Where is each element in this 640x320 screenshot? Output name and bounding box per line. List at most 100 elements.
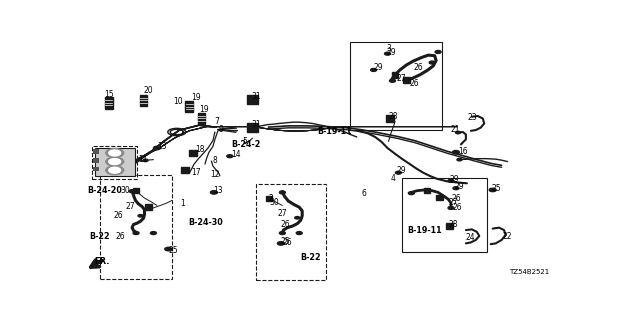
- Circle shape: [390, 79, 396, 82]
- Bar: [247, 123, 258, 132]
- Text: 3: 3: [387, 44, 392, 53]
- Circle shape: [408, 192, 414, 195]
- Text: 2: 2: [269, 194, 273, 203]
- Bar: [424, 188, 431, 193]
- Text: 23: 23: [468, 113, 477, 122]
- Text: 12: 12: [210, 171, 220, 180]
- Circle shape: [106, 148, 124, 157]
- Bar: [100, 175, 172, 279]
- Text: 5: 5: [243, 137, 248, 146]
- Bar: [145, 204, 152, 210]
- Text: 26: 26: [451, 194, 461, 203]
- Circle shape: [429, 61, 435, 64]
- Text: 27: 27: [277, 209, 287, 218]
- Bar: [95, 148, 134, 176]
- Bar: [132, 188, 138, 193]
- Text: 13: 13: [213, 186, 223, 195]
- Circle shape: [385, 52, 390, 55]
- Text: 14: 14: [231, 150, 241, 159]
- Text: 26: 26: [114, 211, 124, 220]
- Text: 26: 26: [453, 204, 463, 212]
- Text: 27: 27: [396, 74, 406, 83]
- Circle shape: [106, 157, 124, 166]
- Text: 27: 27: [125, 202, 135, 211]
- Text: 29: 29: [454, 182, 464, 191]
- Text: 29: 29: [449, 175, 459, 184]
- Bar: [403, 178, 487, 252]
- Circle shape: [453, 187, 459, 190]
- Circle shape: [109, 159, 121, 164]
- Circle shape: [133, 232, 139, 235]
- Bar: [185, 101, 193, 112]
- Text: B-22: B-22: [89, 231, 109, 241]
- Text: 10: 10: [173, 98, 182, 107]
- Circle shape: [109, 167, 121, 173]
- Bar: [181, 167, 189, 173]
- Text: 30: 30: [269, 198, 279, 207]
- Circle shape: [227, 155, 233, 158]
- Text: 25: 25: [492, 184, 501, 193]
- Text: 29: 29: [374, 63, 383, 72]
- Text: 24: 24: [466, 233, 476, 242]
- Bar: [256, 184, 326, 280]
- Bar: [93, 166, 99, 172]
- Circle shape: [489, 188, 496, 192]
- Text: TZ54B2521: TZ54B2521: [509, 269, 549, 275]
- Text: 26: 26: [413, 63, 423, 72]
- Text: 26: 26: [281, 220, 291, 229]
- Bar: [387, 116, 394, 122]
- Circle shape: [295, 217, 300, 219]
- Text: 19: 19: [191, 92, 201, 101]
- Text: 31: 31: [251, 120, 260, 129]
- Text: 21: 21: [451, 124, 460, 133]
- Text: 13: 13: [157, 142, 166, 151]
- Bar: [93, 158, 99, 163]
- Text: 28: 28: [388, 112, 398, 121]
- Circle shape: [456, 131, 460, 134]
- Text: 16: 16: [458, 147, 468, 156]
- Text: 1: 1: [180, 199, 185, 208]
- Text: 7: 7: [214, 117, 219, 126]
- Text: B-22: B-22: [301, 253, 321, 262]
- Text: 11: 11: [138, 155, 148, 164]
- Bar: [266, 196, 273, 201]
- Circle shape: [280, 232, 285, 235]
- Text: 28: 28: [448, 220, 458, 229]
- Text: 25: 25: [281, 237, 291, 246]
- Text: 18: 18: [195, 145, 205, 154]
- Text: FR.: FR.: [94, 257, 109, 266]
- Circle shape: [211, 191, 218, 194]
- Circle shape: [129, 190, 135, 193]
- Text: 15: 15: [104, 90, 113, 99]
- Circle shape: [435, 51, 441, 53]
- Bar: [446, 223, 453, 229]
- Bar: [93, 149, 99, 154]
- Circle shape: [396, 171, 401, 174]
- Bar: [105, 97, 113, 108]
- Circle shape: [452, 150, 460, 154]
- Circle shape: [154, 146, 161, 150]
- Text: 22: 22: [502, 232, 512, 241]
- Circle shape: [296, 232, 302, 235]
- Circle shape: [448, 179, 454, 182]
- Circle shape: [277, 242, 284, 245]
- Circle shape: [109, 150, 121, 156]
- Text: 19: 19: [199, 105, 209, 114]
- Bar: [403, 77, 410, 83]
- Text: B-24-20: B-24-20: [88, 186, 122, 195]
- Text: 29: 29: [396, 166, 406, 175]
- Bar: [189, 150, 197, 156]
- Circle shape: [143, 159, 148, 162]
- Text: B-24-30: B-24-30: [188, 218, 223, 227]
- Text: 26: 26: [410, 79, 419, 88]
- Text: 17: 17: [191, 168, 201, 177]
- Circle shape: [457, 158, 462, 161]
- Text: 27: 27: [448, 198, 458, 207]
- Bar: [350, 42, 442, 130]
- Text: 8: 8: [213, 156, 218, 165]
- Text: B-19-11: B-19-11: [408, 226, 442, 235]
- Circle shape: [138, 215, 143, 217]
- Text: 30: 30: [121, 186, 131, 195]
- Bar: [92, 146, 137, 179]
- Circle shape: [448, 206, 454, 209]
